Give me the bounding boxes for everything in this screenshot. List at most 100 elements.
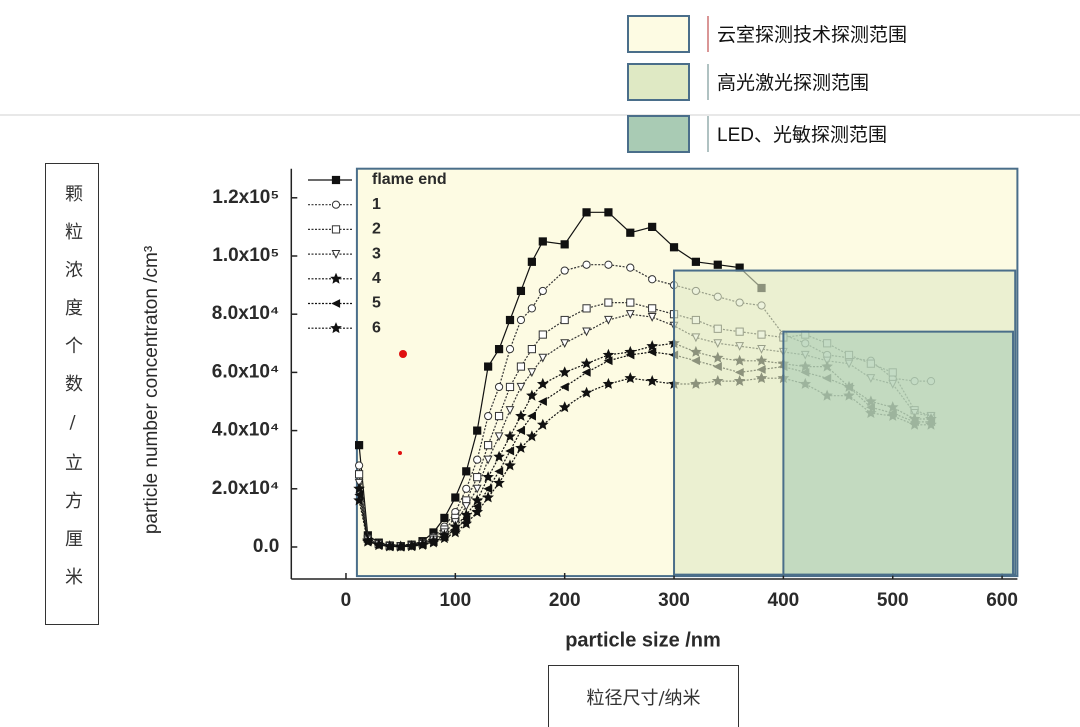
marker [493, 450, 505, 462]
marker [494, 382, 504, 392]
marker [536, 377, 549, 389]
marker [353, 494, 365, 506]
marker [560, 240, 569, 249]
marker [604, 298, 613, 307]
marker [560, 339, 570, 349]
marker [330, 322, 342, 334]
marker [494, 411, 504, 421]
marker [330, 272, 342, 284]
legend-label: 2 [372, 221, 381, 238]
marker [394, 540, 407, 552]
marker [691, 257, 701, 266]
marker [527, 411, 536, 421]
marker [538, 286, 547, 296]
marker [482, 491, 494, 503]
marker [451, 493, 460, 502]
x-label-cn: 粒径尺寸/纳米 [548, 665, 739, 727]
x-tick-label: 0 [341, 590, 352, 611]
region-legend-label: 高光激光探测范围 [717, 72, 869, 94]
x-tick-label: 100 [439, 590, 471, 611]
marker [647, 313, 657, 322]
marker [648, 222, 657, 231]
marker [516, 286, 526, 296]
marker [527, 345, 536, 354]
marker [505, 446, 515, 456]
marker [582, 304, 591, 313]
legend-label: 3 [372, 245, 381, 262]
marker [604, 208, 613, 217]
marker [372, 539, 385, 551]
marker [604, 315, 613, 325]
marker [646, 374, 658, 387]
marker [624, 372, 637, 384]
marker [473, 426, 482, 435]
region-legend-swatch [627, 63, 690, 101]
legend-label: 1 [372, 196, 381, 213]
marker [362, 535, 374, 547]
y-tick-label: 1.2x10⁵ [212, 187, 279, 208]
marker [331, 175, 341, 185]
marker [473, 455, 482, 464]
legend-label: 6 [372, 319, 381, 336]
y-tick-label: 0.0 [253, 536, 279, 557]
marker [483, 484, 493, 494]
legend-label: 4 [372, 270, 381, 287]
marker [604, 260, 613, 269]
marker [647, 347, 657, 357]
marker [471, 506, 484, 518]
marker [494, 466, 504, 476]
legend-label: 5 [372, 295, 381, 312]
red-dot [398, 451, 402, 455]
marker [494, 345, 504, 354]
marker [331, 250, 341, 259]
marker [516, 426, 526, 436]
marker [580, 357, 593, 369]
marker [472, 484, 482, 494]
marker [582, 260, 591, 269]
y-tick-label: 2.0x10⁴ [212, 478, 280, 499]
x-tick-label: 500 [877, 590, 909, 611]
region-legend-label: LED、光敏探测范围 [717, 124, 887, 146]
marker [527, 368, 537, 378]
marker [526, 430, 538, 442]
marker [438, 532, 451, 544]
marker [354, 461, 364, 470]
marker [625, 310, 635, 319]
marker [560, 315, 569, 325]
marker [603, 356, 613, 366]
marker [538, 353, 548, 363]
marker [504, 459, 516, 471]
x-tick-label: 300 [658, 590, 690, 611]
marker [493, 476, 505, 488]
marker [713, 260, 722, 269]
marker [536, 418, 549, 430]
marker [582, 327, 591, 337]
marker [482, 471, 494, 483]
marker [538, 330, 547, 339]
marker [526, 389, 538, 401]
x-tick-label: 600 [986, 590, 1018, 611]
marker [602, 377, 615, 389]
marker [484, 441, 493, 450]
marker [515, 409, 527, 421]
red-dot [399, 350, 407, 358]
y-label-cn: 颗粒浓度个数/立方厘米 [45, 163, 99, 625]
marker [538, 237, 547, 246]
marker [331, 299, 341, 308]
marker [494, 432, 504, 442]
y-tick-label: 8.0x10⁴ [212, 303, 280, 324]
marker [538, 397, 547, 406]
marker [505, 345, 515, 354]
marker [331, 225, 341, 234]
marker [383, 540, 396, 552]
marker [353, 482, 365, 494]
marker [669, 243, 679, 252]
marker [462, 467, 471, 476]
x-tick-label: 400 [768, 590, 800, 611]
x-tick-label: 200 [549, 590, 581, 611]
marker [416, 538, 429, 550]
marker [527, 304, 536, 313]
marker [558, 366, 571, 378]
marker [505, 315, 515, 325]
